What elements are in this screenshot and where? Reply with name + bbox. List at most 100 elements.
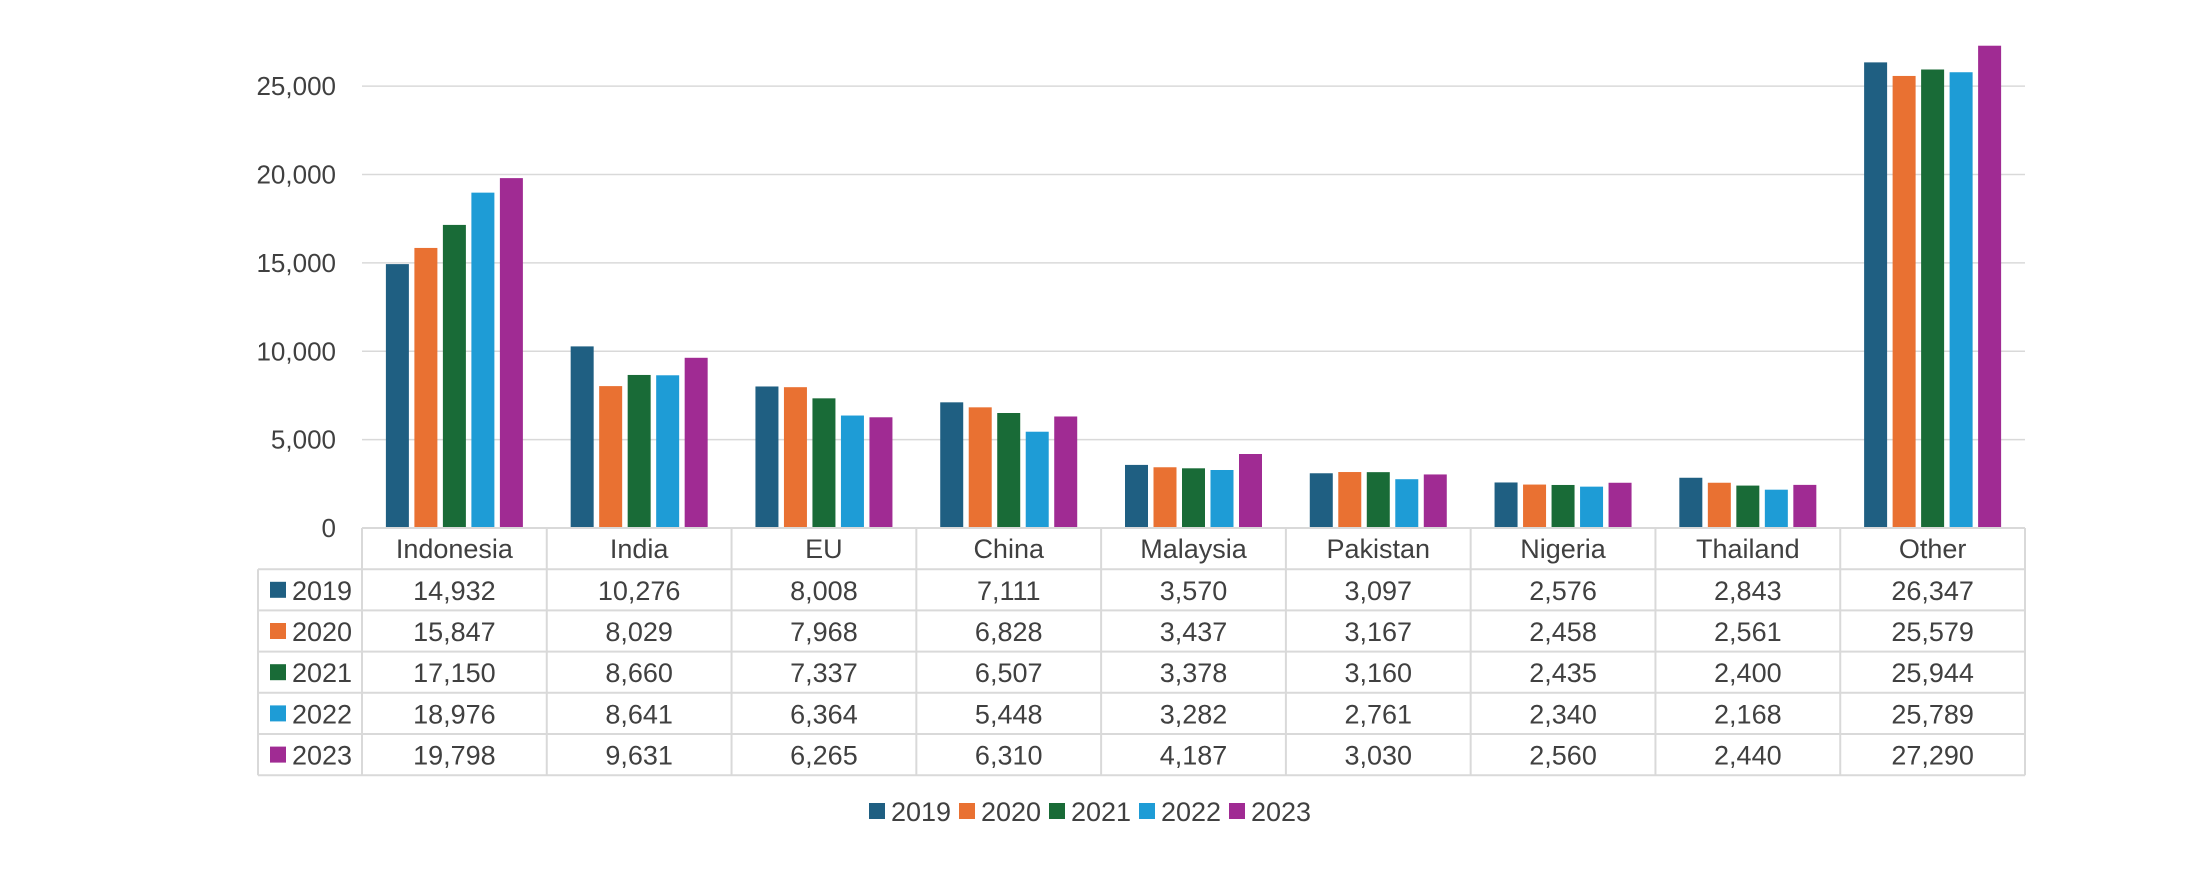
table-row-label: 2019 <box>292 576 352 606</box>
bar-china-2023 <box>1054 416 1078 528</box>
table-cell-value: 6,265 <box>790 741 858 771</box>
table-cell-value: 2,400 <box>1714 658 1782 688</box>
table-row-label: 2023 <box>292 741 352 771</box>
table-cell-value: 17,150 <box>413 658 496 688</box>
table-cell-value: 6,310 <box>975 741 1043 771</box>
table-cell-value: 4,187 <box>1160 741 1228 771</box>
legend-swatch <box>1229 803 1245 819</box>
table-cell-value: 7,111 <box>977 576 1041 606</box>
table-cell-value: 27,290 <box>1891 741 1974 771</box>
table-cell-value: 10,276 <box>598 576 681 606</box>
bar-other-2023 <box>1978 45 2002 528</box>
legend-label: 2019 <box>891 797 951 827</box>
bar-china-2021 <box>997 413 1021 528</box>
bar-india-2022 <box>656 375 680 528</box>
table-cell-value: 3,030 <box>1344 741 1412 771</box>
table-cell-value: 14,932 <box>413 576 496 606</box>
table-cell-value: 26,347 <box>1891 576 1974 606</box>
bar-malaysia-2020 <box>1153 467 1177 528</box>
table-cell-value: 5,448 <box>975 699 1043 729</box>
legend-item-2022[interactable]: 2022 <box>1139 797 1221 827</box>
table-cell-value: 3,167 <box>1344 617 1412 647</box>
bar-other-2022 <box>1949 72 1973 528</box>
bar-thailand-2023 <box>1793 484 1817 528</box>
table-cell-value: 3,282 <box>1160 699 1228 729</box>
table-cell-value: 18,976 <box>413 699 496 729</box>
y-axis-ticks: 0 5,000 10,000 15,000 20,000 25,000 <box>256 71 336 543</box>
legend-swatch <box>1139 803 1155 819</box>
table-cell-value: 6,507 <box>975 658 1043 688</box>
legend-label: 2023 <box>1251 797 1311 827</box>
table-legend-key <box>270 705 286 722</box>
table-legend-key <box>270 664 286 681</box>
legend-swatch <box>959 803 975 819</box>
table-cell-value: 2,560 <box>1529 741 1597 771</box>
bar-india-2021 <box>627 374 651 528</box>
bar-malaysia-2023 <box>1239 454 1262 528</box>
bar-other-2020 <box>1892 75 1916 528</box>
bar-thailand-2019 <box>1679 477 1703 528</box>
legend-label: 2020 <box>981 797 1041 827</box>
table-cell-value: 7,968 <box>790 617 858 647</box>
table-cell-value: 8,008 <box>790 576 858 606</box>
table-cell-value: 8,660 <box>605 658 673 688</box>
bar-nigeria-2021 <box>1551 484 1575 528</box>
category-label: China <box>973 534 1045 564</box>
bar-thailand-2021 <box>1736 485 1760 528</box>
bar-nigeria-2020 <box>1523 484 1547 528</box>
table-legend-key <box>270 746 286 763</box>
legend[interactable]: 2019 2020 2021 2022 2023 <box>869 797 1311 827</box>
bar-other-2019 <box>1864 62 1888 529</box>
table-cell-value: 25,789 <box>1891 699 1974 729</box>
table-cell-value: 2,458 <box>1529 617 1597 647</box>
bar-china-2020 <box>968 407 992 528</box>
bar-eu-2019 <box>755 386 779 528</box>
bar-malaysia-2022 <box>1210 469 1234 528</box>
table-cell-value: 15,847 <box>413 617 496 647</box>
table-cell-value: 25,579 <box>1891 617 1974 647</box>
legend-item-2019[interactable]: 2019 <box>869 797 951 827</box>
bar-china-2019 <box>940 402 964 528</box>
bar-nigeria-2022 <box>1580 486 1604 528</box>
category-label: India <box>610 534 670 564</box>
table-cell-value: 19,798 <box>413 741 496 771</box>
legend-swatch <box>869 803 885 819</box>
bar-other-2021 <box>1921 69 1945 528</box>
category-label: EU <box>805 534 843 564</box>
table-cell-value: 2,168 <box>1714 699 1782 729</box>
bar-nigeria-2023 <box>1608 482 1632 528</box>
table-cell-value: 3,097 <box>1344 576 1412 606</box>
legend-item-2023[interactable]: 2023 <box>1229 797 1311 827</box>
table-cell-value: 8,029 <box>605 617 673 647</box>
data-table: Indonesia India EU China Malaysia Pakistan Nig… <box>257 527 2026 777</box>
bar-nigeria-2019 <box>1494 482 1518 528</box>
table-cell-value: 25,944 <box>1891 658 1974 688</box>
bar-indonesia-2020 <box>414 247 438 528</box>
y-tick-label: 15,000 <box>256 248 336 278</box>
category-label: Pakistan <box>1326 534 1430 564</box>
table-row-label: 2020 <box>292 617 352 647</box>
y-tick-label: 0 <box>322 513 336 543</box>
bar-india-2020 <box>599 386 623 528</box>
bars <box>385 45 2002 529</box>
category-label: Indonesia <box>396 534 514 564</box>
category-label: Malaysia <box>1140 534 1248 564</box>
legend-label: 2022 <box>1161 797 1221 827</box>
table-cell-value: 2,435 <box>1529 658 1597 688</box>
legend-item-2020[interactable]: 2020 <box>959 797 1041 827</box>
bar-eu-2023 <box>869 417 893 528</box>
table-cell-value: 6,828 <box>975 617 1043 647</box>
bar-malaysia-2019 <box>1125 464 1148 528</box>
table-legend-key <box>270 623 286 639</box>
bar-thailand-2022 <box>1764 489 1788 528</box>
table-row-label: 2022 <box>292 699 352 729</box>
table-cell-value: 2,761 <box>1344 699 1412 729</box>
table-cell-value: 3,160 <box>1344 658 1412 688</box>
bar-pakistan-2021 <box>1366 472 1390 528</box>
y-tick-label: 10,000 <box>256 336 336 366</box>
category-label: Nigeria <box>1520 534 1607 564</box>
table-cell-value: 8,641 <box>605 699 673 729</box>
legend-item-2021[interactable]: 2021 <box>1049 797 1131 827</box>
y-tick-label: 20,000 <box>256 160 336 190</box>
